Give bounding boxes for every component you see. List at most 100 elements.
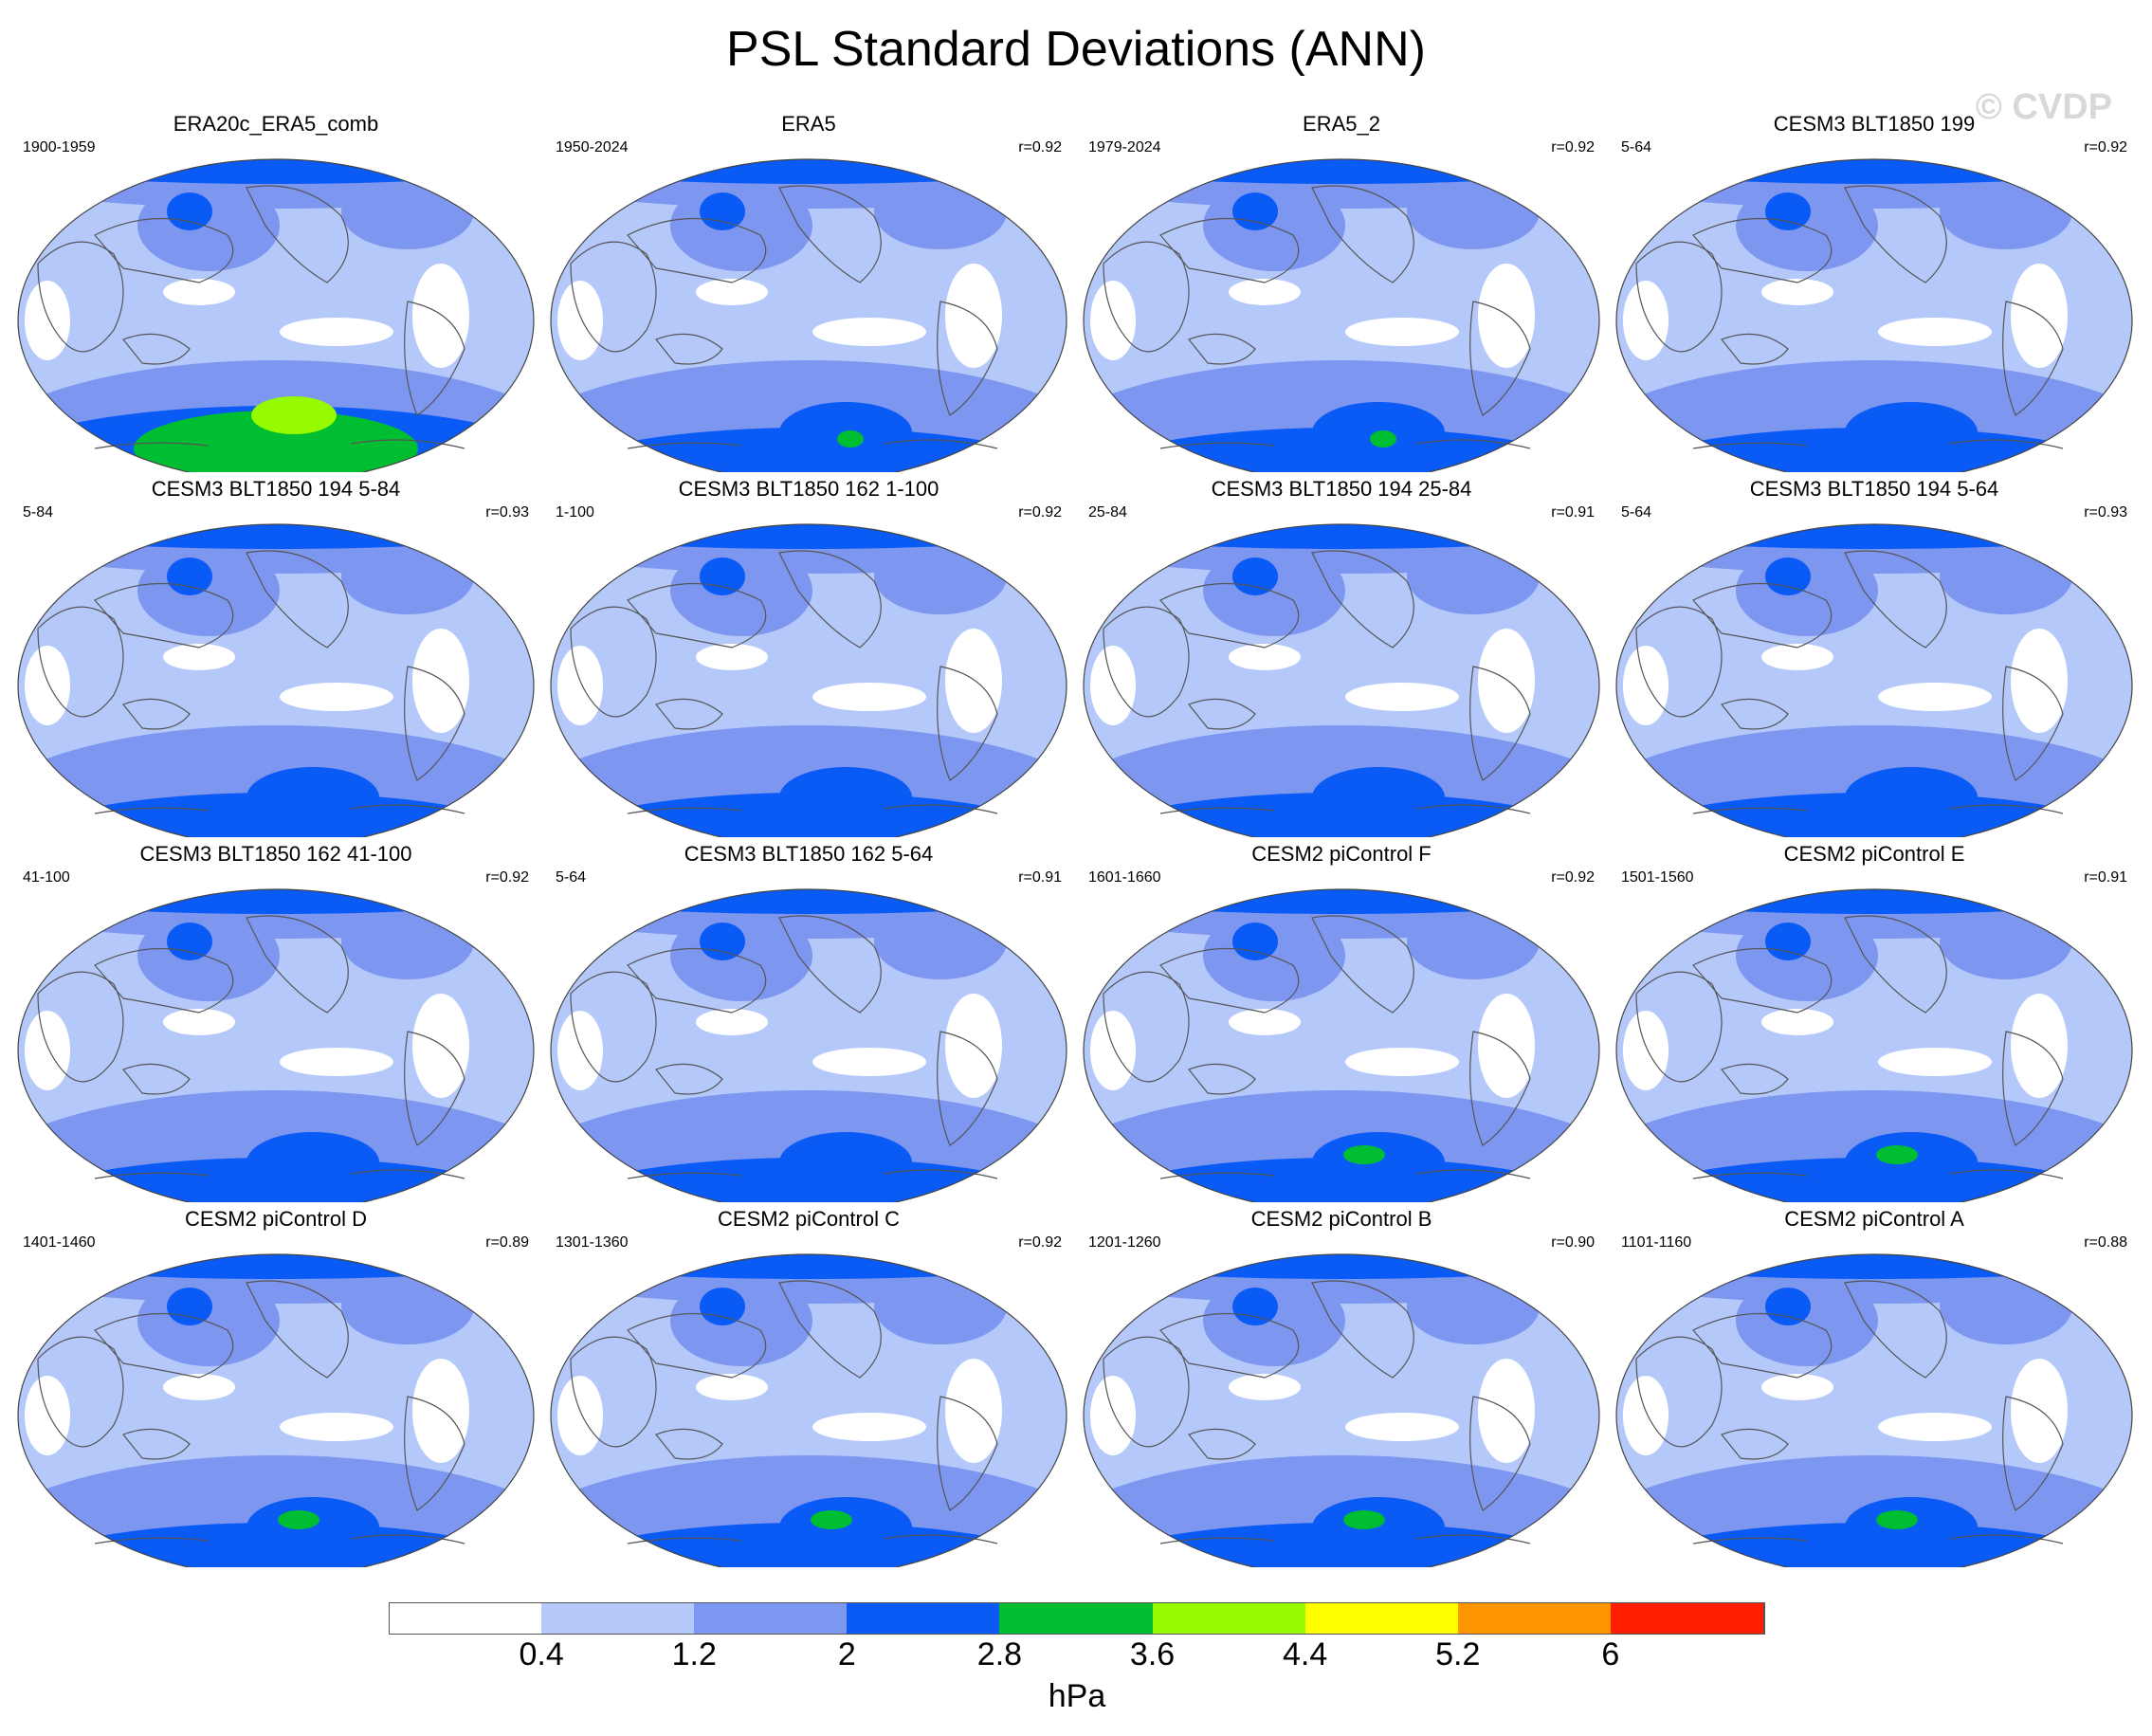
field-contours xyxy=(551,524,1067,837)
coastlines xyxy=(1635,915,2064,1179)
map-panel: ERA5_2 1979-2024 r=0.92 xyxy=(1075,112,1608,472)
field-contours xyxy=(1616,889,2132,1202)
panel-title: CESM2 piControl A xyxy=(1784,1207,1964,1231)
panel-title: ERA5 xyxy=(781,112,836,136)
africa-minimum xyxy=(557,1011,603,1090)
panel-title: CESM3 BLT1850 199 xyxy=(1773,112,1976,136)
coastline xyxy=(1159,1534,1531,1544)
north-atlantic-region xyxy=(1407,1269,1540,1344)
icelandic-low xyxy=(901,159,942,182)
panel-title: ERA5_2 xyxy=(1303,112,1380,136)
coastline xyxy=(1188,698,1256,730)
panel-years: 1201-1260 xyxy=(1088,1234,1161,1251)
colorbar: hPa 0.4 1.2 2 2.8 3.6 4.4 5.2 6 xyxy=(389,1602,1765,1735)
coastline xyxy=(1692,439,2064,449)
tropical-minimum-east xyxy=(1345,318,1459,346)
map-panel: CESM3 BLT1850 194 5-64 5-64 r=0.93 xyxy=(1608,477,2141,837)
amundsen-low xyxy=(779,1497,912,1558)
field-contours xyxy=(1084,889,1599,1202)
coastline xyxy=(94,948,234,1014)
coastline xyxy=(1103,1336,1190,1448)
north-pacific-region xyxy=(670,1275,812,1366)
panel-years: 25-84 xyxy=(1088,504,1127,521)
colorbar-swatch xyxy=(694,1602,848,1634)
colorbar-swatch xyxy=(999,1602,1154,1634)
coastline xyxy=(570,971,657,1083)
coastline xyxy=(1692,1313,1833,1379)
field-contours xyxy=(18,159,534,472)
tropical-minimum-east xyxy=(1345,1413,1459,1441)
aleutian-low xyxy=(700,1288,745,1325)
arctic-core xyxy=(669,1239,719,1251)
colorbar-swatch xyxy=(389,1602,543,1634)
coastline xyxy=(1692,1534,2064,1544)
coastline xyxy=(627,218,767,283)
arctic-cap xyxy=(1095,1254,1588,1279)
amundsen-low xyxy=(246,1132,379,1193)
tropical-minimum-east xyxy=(812,1413,926,1441)
coastline xyxy=(655,1428,723,1460)
tropical-minimum-east xyxy=(280,1048,393,1076)
arctic-cap xyxy=(1095,159,1588,184)
panel-years: 1301-1360 xyxy=(556,1234,629,1251)
coastline xyxy=(1692,583,1833,649)
coastlines xyxy=(1103,550,1531,814)
map-boundary xyxy=(17,158,535,472)
north-atlantic-region xyxy=(341,904,474,979)
panel-correlation: r=0.89 xyxy=(485,1234,529,1251)
africa-minimum xyxy=(25,281,70,360)
field-contours xyxy=(551,889,1067,1202)
panel-correlation: r=0.91 xyxy=(1551,504,1595,521)
colorbar-tick-label: 2.8 xyxy=(976,1636,1023,1672)
tropical-minimum xyxy=(696,644,768,670)
coastline xyxy=(94,1534,465,1544)
south-america-minimum xyxy=(1478,994,1535,1098)
coastline xyxy=(1159,583,1300,649)
map-boundary xyxy=(550,1253,1067,1567)
tropical-minimum xyxy=(1229,1009,1301,1035)
coastline xyxy=(94,1169,465,1179)
psl-std-map xyxy=(17,1253,535,1567)
psl-std-map xyxy=(17,888,535,1202)
coastlines xyxy=(1635,185,2064,449)
coastline xyxy=(627,583,767,649)
map-boundary xyxy=(17,1253,535,1567)
colorbar-tick-label: 6 xyxy=(1601,1636,1620,1672)
panel-correlation: r=0.92 xyxy=(1551,139,1595,155)
tropical-minimum-east xyxy=(1878,1048,1992,1076)
north-pacific-region xyxy=(137,180,280,271)
north-atlantic-region xyxy=(1940,174,2072,249)
coastline xyxy=(655,698,723,730)
coastline xyxy=(122,698,191,730)
panel-title: CESM3 BLT1850 194 5-84 xyxy=(151,477,401,501)
coastline xyxy=(1692,804,2064,814)
coastline xyxy=(1188,1428,1256,1460)
aleutian-low xyxy=(1765,557,1811,595)
map-panel: CESM2 piControl D 1401-1460 r=0.89 xyxy=(9,1207,542,1567)
coastline xyxy=(1844,1280,1947,1379)
panel-years: 1601-1660 xyxy=(1088,869,1161,886)
north-pacific-region xyxy=(670,910,812,1001)
panel-title: CESM3 BLT1850 162 1-100 xyxy=(678,477,939,501)
panel-title: CESM3 BLT1850 194 25-84 xyxy=(1211,477,1472,501)
antarctic-band xyxy=(553,1523,1065,1567)
panel-title: CESM3 BLT1850 162 41-100 xyxy=(139,842,412,866)
coastline xyxy=(937,301,998,416)
coastline xyxy=(1159,948,1300,1014)
arctic-core xyxy=(1735,1239,1784,1251)
coastlines xyxy=(1635,1280,2064,1544)
aleutian-low xyxy=(167,557,212,595)
colorbar-tick-label: 4.4 xyxy=(1283,1636,1328,1672)
north-pacific-region xyxy=(137,910,280,1001)
coastline xyxy=(778,915,882,1014)
coastline xyxy=(1469,301,1531,416)
coastlines xyxy=(570,185,998,449)
field-contours xyxy=(551,1239,1067,1567)
coastlines xyxy=(37,185,465,449)
field-contours xyxy=(1616,1239,2132,1567)
panel-title: CESM2 piControl C xyxy=(718,1207,900,1231)
amundsen-core xyxy=(278,1510,319,1529)
coastline xyxy=(1311,915,1414,1014)
arctic-cap xyxy=(29,524,522,549)
coastline xyxy=(1844,185,1947,283)
